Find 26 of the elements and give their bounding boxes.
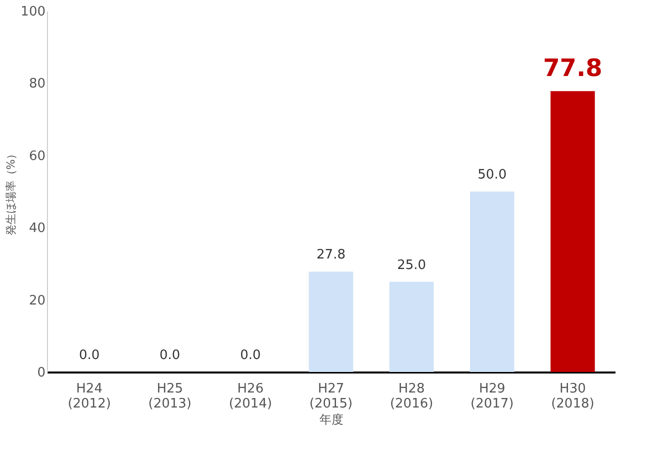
data-label: 25.0 <box>397 258 426 273</box>
data-label: 0.0 <box>240 348 261 363</box>
y-tick-label: 60 <box>28 148 46 164</box>
y-tick-label: 80 <box>28 76 46 92</box>
x-tick-label: H30 (2018) <box>551 382 594 412</box>
bar <box>308 272 354 372</box>
x-axis-title: 年度 <box>320 412 344 426</box>
data-label: 27.8 <box>316 248 346 263</box>
data-label: 0.0 <box>78 348 100 363</box>
data-label: 50.0 <box>478 168 507 182</box>
x-tick-label: H26 (2014) <box>228 382 272 412</box>
data-label: 77.8 <box>543 54 602 82</box>
bar <box>389 282 434 372</box>
bar <box>550 91 595 372</box>
y-tick-label: 100 <box>20 4 46 20</box>
data-label: 0.0 <box>160 348 180 363</box>
y-axis-title: 発生ほ場率（%） <box>4 148 18 236</box>
y-tick-label: 20 <box>28 293 46 308</box>
x-tick-label: H25 (2013) <box>148 382 192 412</box>
y-tick-label: 0 <box>37 366 46 380</box>
bar <box>470 192 514 372</box>
x-tick-label: H24 (2012) <box>68 382 111 412</box>
x-tick-label: H27 (2015) <box>309 382 353 412</box>
x-tick-label: H29 (2017) <box>470 382 514 412</box>
y-tick-label: 40 <box>28 221 46 236</box>
x-tick-label: H28 (2016) <box>390 382 434 412</box>
